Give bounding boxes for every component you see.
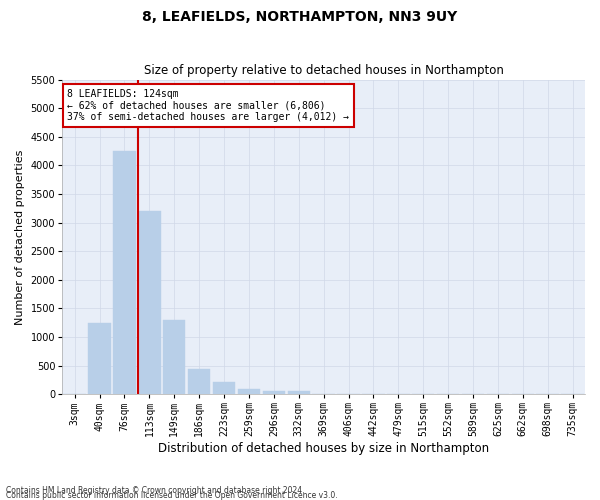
Text: 8, LEAFIELDS, NORTHAMPTON, NN3 9UY: 8, LEAFIELDS, NORTHAMPTON, NN3 9UY <box>142 10 458 24</box>
Bar <box>163 320 185 394</box>
X-axis label: Distribution of detached houses by size in Northampton: Distribution of detached houses by size … <box>158 442 489 455</box>
Bar <box>88 322 111 394</box>
Y-axis label: Number of detached properties: Number of detached properties <box>15 149 25 324</box>
Bar <box>287 392 310 394</box>
Text: 8 LEAFIELDS: 124sqm
← 62% of detached houses are smaller (6,806)
37% of semi-det: 8 LEAFIELDS: 124sqm ← 62% of detached ho… <box>67 89 349 122</box>
Bar <box>263 391 285 394</box>
Bar <box>213 382 235 394</box>
Title: Size of property relative to detached houses in Northampton: Size of property relative to detached ho… <box>143 64 503 77</box>
Text: Contains public sector information licensed under the Open Government Licence v3: Contains public sector information licen… <box>6 491 338 500</box>
Bar <box>113 151 136 394</box>
Bar <box>238 388 260 394</box>
Text: Contains HM Land Registry data © Crown copyright and database right 2024.: Contains HM Land Registry data © Crown c… <box>6 486 305 495</box>
Bar <box>138 211 161 394</box>
Bar <box>188 368 211 394</box>
